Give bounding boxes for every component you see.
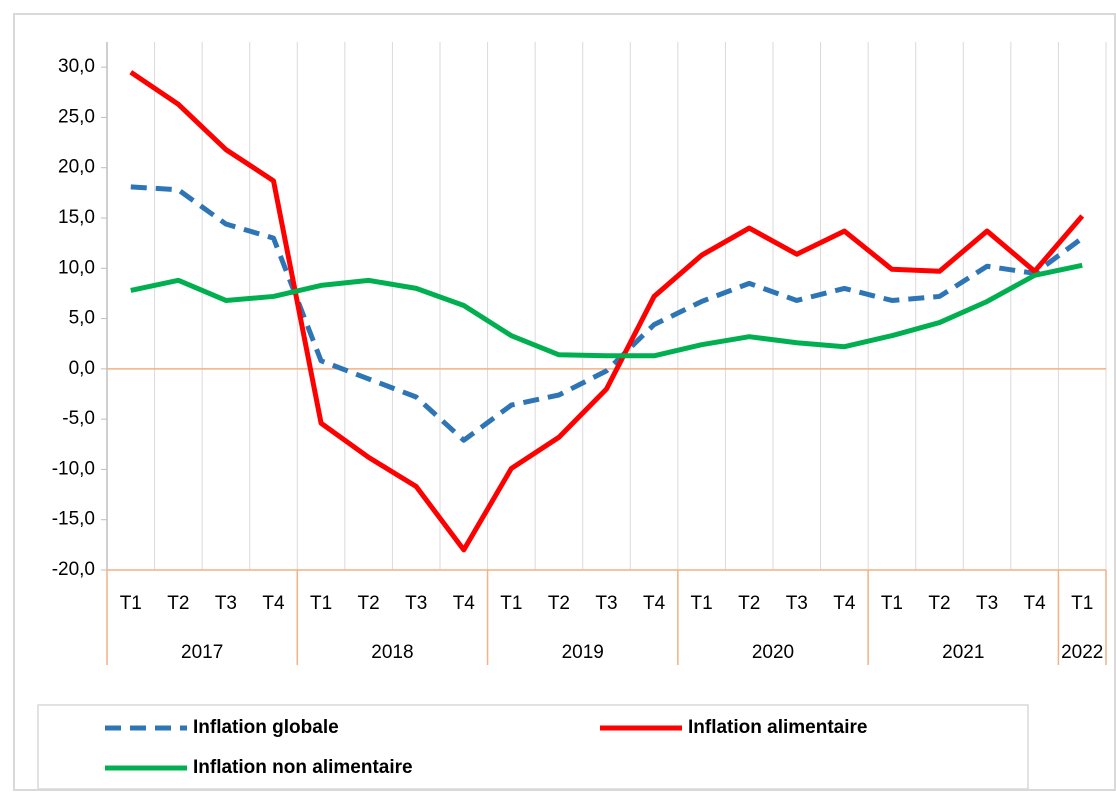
x-tick-label: T2 xyxy=(167,593,189,614)
x-tick-label: T3 xyxy=(215,593,237,614)
y-tick-label: 20,0 xyxy=(58,157,95,178)
series-line xyxy=(130,262,1083,359)
x-tick-label: T1 xyxy=(691,593,713,614)
x-tick-label: T4 xyxy=(833,593,856,614)
y-tick-label: -20,0 xyxy=(52,559,95,580)
x-tick-label: T2 xyxy=(358,593,380,614)
y-tick-label: -10,0 xyxy=(52,458,95,479)
x-tick-label: T3 xyxy=(786,593,808,614)
x-tick-label: T2 xyxy=(548,593,570,614)
y-tick-label: 0,0 xyxy=(69,358,95,379)
x-group-label: 2017 xyxy=(181,642,223,663)
x-tick-label: T4 xyxy=(453,593,476,614)
y-tick-label: 25,0 xyxy=(58,106,95,127)
x-tick-label: T1 xyxy=(881,593,903,614)
legend-label: Inflation alimentaire xyxy=(688,717,867,738)
x-tick-label: T2 xyxy=(738,593,760,614)
x-tick-label: T1 xyxy=(500,593,522,614)
x-tick-label: T3 xyxy=(595,593,617,614)
legend-label: Inflation non alimentaire xyxy=(193,757,413,778)
x-group-label: 2020 xyxy=(752,642,794,663)
legend-label: Inflation globale xyxy=(193,717,339,738)
x-tick-label: T1 xyxy=(310,593,332,614)
x-tick-label: T3 xyxy=(976,593,998,614)
y-tick-label: 10,0 xyxy=(58,257,95,278)
series-line xyxy=(129,70,1085,553)
y-tick-label: 5,0 xyxy=(69,308,95,329)
x-tick-label: T1 xyxy=(1071,593,1093,614)
x-group-label: 2018 xyxy=(371,642,413,663)
series-line xyxy=(130,184,1084,443)
legend-box xyxy=(37,704,1029,790)
x-tick-label: T2 xyxy=(928,593,950,614)
y-tick-label: 30,0 xyxy=(58,56,95,77)
x-tick-label: T4 xyxy=(1024,593,1047,614)
y-tick-label: 15,0 xyxy=(58,207,95,228)
y-tick-label: -5,0 xyxy=(62,408,95,429)
y-tick-label: -15,0 xyxy=(52,509,95,530)
x-group-label: 2022 xyxy=(1061,642,1103,663)
x-tick-label: T3 xyxy=(405,593,427,614)
x-tick-label: T1 xyxy=(120,593,142,614)
chart-border xyxy=(13,13,1116,791)
x-tick-label: T4 xyxy=(262,593,285,614)
x-group-label: 2021 xyxy=(942,642,984,663)
x-group-label: 2019 xyxy=(562,642,604,663)
x-tick-label: T4 xyxy=(643,593,666,614)
